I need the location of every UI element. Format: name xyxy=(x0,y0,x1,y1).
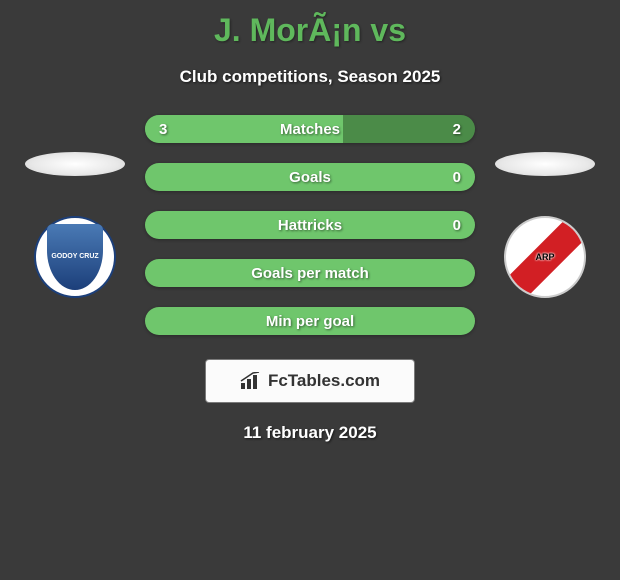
stat-bar-mpg: Min per goal xyxy=(145,307,475,335)
stat-bar-goals: Goals 0 xyxy=(145,163,475,191)
stat-bar-hattricks: Hattricks 0 xyxy=(145,211,475,239)
stat-right-value: 0 xyxy=(453,169,461,186)
stat-left-value: 3 xyxy=(159,121,167,138)
date-text: 11 february 2025 xyxy=(0,423,620,443)
stat-right-value: 0 xyxy=(453,217,461,234)
stat-label: Hattricks xyxy=(278,217,342,234)
comparison-row: GODOY CRUZ 3 Matches 2 Goals 0 Hattricks… xyxy=(0,115,620,335)
stat-label: Matches xyxy=(280,121,340,138)
stat-bar-matches: 3 Matches 2 xyxy=(145,115,475,143)
avatar-placeholder-right xyxy=(495,152,595,176)
stat-label: Min per goal xyxy=(266,313,354,330)
right-side: ARP xyxy=(495,152,595,298)
source-logo: FcTables.com xyxy=(205,359,415,403)
stat-label: Goals xyxy=(289,169,331,186)
left-side: GODOY CRUZ xyxy=(25,152,125,298)
avatar-placeholder-left xyxy=(25,152,125,176)
stat-bar-gpm: Goals per match xyxy=(145,259,475,287)
stats-bars: 3 Matches 2 Goals 0 Hattricks 0 Goals pe… xyxy=(145,115,475,335)
page-title: J. MorÃ¡n vs xyxy=(0,0,620,49)
team-crest-left: GODOY CRUZ xyxy=(34,216,116,298)
team-crest-right: ARP xyxy=(504,216,586,298)
subtitle: Club competitions, Season 2025 xyxy=(0,67,620,87)
stat-right-value: 2 xyxy=(453,121,461,138)
team-crest-left-label: GODOY CRUZ xyxy=(47,224,103,290)
source-logo-text: FcTables.com xyxy=(268,371,380,391)
stat-label: Goals per match xyxy=(251,265,369,282)
chart-icon xyxy=(240,372,262,390)
team-crest-right-label: ARP xyxy=(506,218,584,296)
